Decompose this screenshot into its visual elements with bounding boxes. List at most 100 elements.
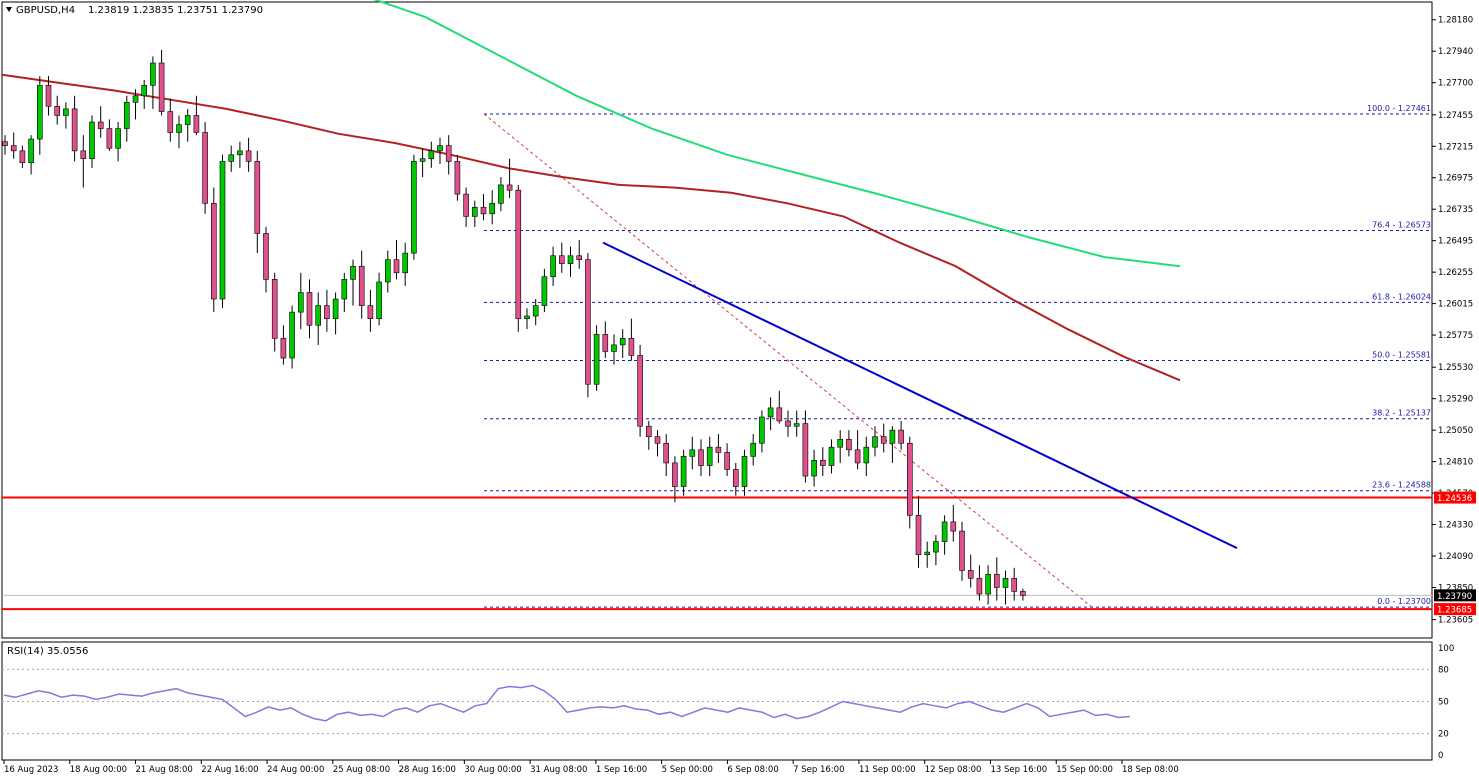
candle-body [993,574,1000,588]
price-tick-label: 1.27940 [1438,47,1473,57]
time-tick-label: 5 Sep 00:00 [662,765,713,775]
candle [45,76,52,116]
price-tag-label: 1.24536 [1437,494,1472,504]
candle [237,141,243,168]
candle-body [254,161,261,234]
candle-body [689,449,696,457]
candle [63,102,69,129]
candle [933,535,939,566]
time-tick-label: 30 Aug 00:00 [464,765,521,775]
candle [976,565,983,601]
candle [680,449,687,496]
candle-body [715,446,722,453]
candle-body [976,578,983,595]
candle [593,325,600,391]
candle [967,554,974,588]
candle-body [498,184,504,204]
candle-body [924,551,931,556]
candle-body [732,469,739,487]
fib-diagonal-line [483,113,1093,608]
time-tick-label: 22 Aug 16:00 [201,765,258,775]
price-tick-label: 1.27700 [1438,79,1473,89]
candle-body [176,124,182,133]
fib-level-label: 76.4 - 1.26573 [1372,220,1431,229]
price-tick-label: 1.24090 [1438,552,1473,562]
time-tick-label: 24 Aug 00:00 [267,765,324,775]
candle [872,426,878,457]
time-tick-label: 1 Sep 16:00 [596,765,647,775]
candle-body [628,338,635,356]
candle-body [846,439,852,451]
candle-body [211,203,217,300]
price-tick-label: 1.26015 [1438,300,1473,310]
ohlc-readout: 1.23819 1.23835 1.23751 1.23790 [88,5,263,16]
candle [654,430,661,457]
price-panel [1,1,1433,639]
candle-body [463,193,469,217]
price-tag-label: 1.23685 [1437,606,1472,616]
candle [576,240,583,269]
candle-body [1002,578,1009,588]
candle-body [358,265,365,306]
candle-body [785,420,791,427]
candle-body [324,305,330,319]
candle-body [445,145,452,162]
candle-body [89,121,95,160]
candle-body [985,574,991,595]
candle-body [54,105,61,116]
sma-red-line [1,73,1181,382]
candle [306,279,313,339]
candle-body [376,281,382,319]
candle-body [541,276,548,306]
candle-body [184,115,191,125]
candle-body [585,259,591,385]
candle-body [793,423,800,427]
candle [602,321,609,359]
candle [480,194,487,221]
candle-body [124,102,130,129]
candle [776,390,783,424]
candle-body [106,128,113,149]
candle-body [36,84,43,140]
candle-body [802,423,809,477]
candle [106,119,113,151]
time-tick-label: 28 Aug 16:00 [399,765,456,775]
bearish-trendline[interactable] [602,241,1238,550]
fib-level-label: 0.0 - 1.23700 [1377,597,1431,606]
time-tick-label: 13 Sep 16:00 [990,765,1047,775]
candle [828,439,835,474]
candle [645,420,652,450]
candle-body [741,456,748,487]
candle [124,95,130,142]
candle-body [306,292,313,326]
candle [184,108,191,142]
candle-body [724,452,730,470]
price-tag-box [1434,589,1476,602]
candle-body [645,425,652,437]
candle [863,436,870,477]
chevron-down-icon[interactable] [6,7,12,12]
price-axis: 1.28180 1.27940 1.27700 1.27455 1.27215 1.269… [1432,16,1473,626]
candle [793,410,800,437]
candle [750,434,757,466]
candle [80,135,87,188]
price-tick-label: 1.25530 [1438,363,1473,373]
time-tick-label: 15 Sep 00:00 [1056,765,1113,775]
candle [993,557,1000,601]
candle [28,135,34,175]
candle [524,308,530,330]
candle [880,423,887,453]
candle-body [341,279,348,300]
candle [1002,570,1009,605]
candle-body [906,442,913,516]
candle-body [915,515,922,556]
price-tag-box [1434,603,1476,616]
candle [228,145,234,172]
candle-body [706,446,713,466]
candle-body [854,449,861,464]
candle-body [384,259,391,283]
candle-body [158,62,165,112]
candle [428,141,435,168]
candle-body [193,115,200,133]
